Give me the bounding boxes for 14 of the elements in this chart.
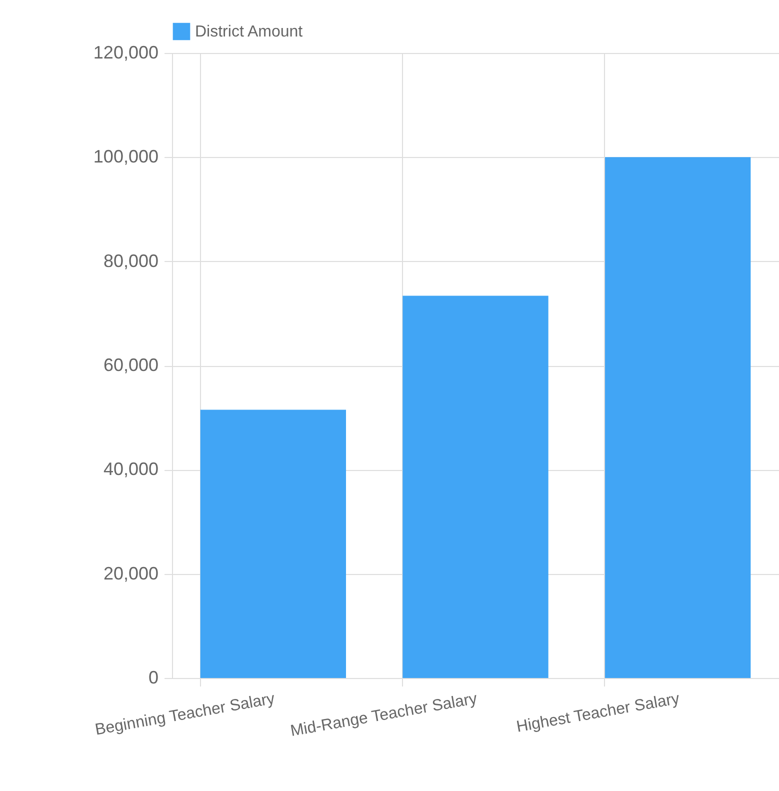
y-tick-label: 20,000 <box>103 563 158 584</box>
bar <box>200 410 346 678</box>
bar <box>604 157 751 678</box>
x-tick-label: Beginning Teacher Salary <box>94 690 276 739</box>
bar <box>402 296 548 678</box>
y-tick-label: 120,000 <box>93 42 158 62</box>
y-tick-label: 100,000 <box>93 146 158 167</box>
y-tick-label: 40,000 <box>103 459 158 480</box>
x-tick-label: Highest Teacher Salary <box>515 690 681 736</box>
y-tick-label: 0 <box>148 668 158 688</box>
x-tick-label: Mid-Range Teacher Salary <box>289 690 478 740</box>
y-tick-label: 60,000 <box>103 355 158 375</box>
legend-label: District Amount <box>195 24 304 40</box>
y-tick-label: 80,000 <box>103 250 158 271</box>
